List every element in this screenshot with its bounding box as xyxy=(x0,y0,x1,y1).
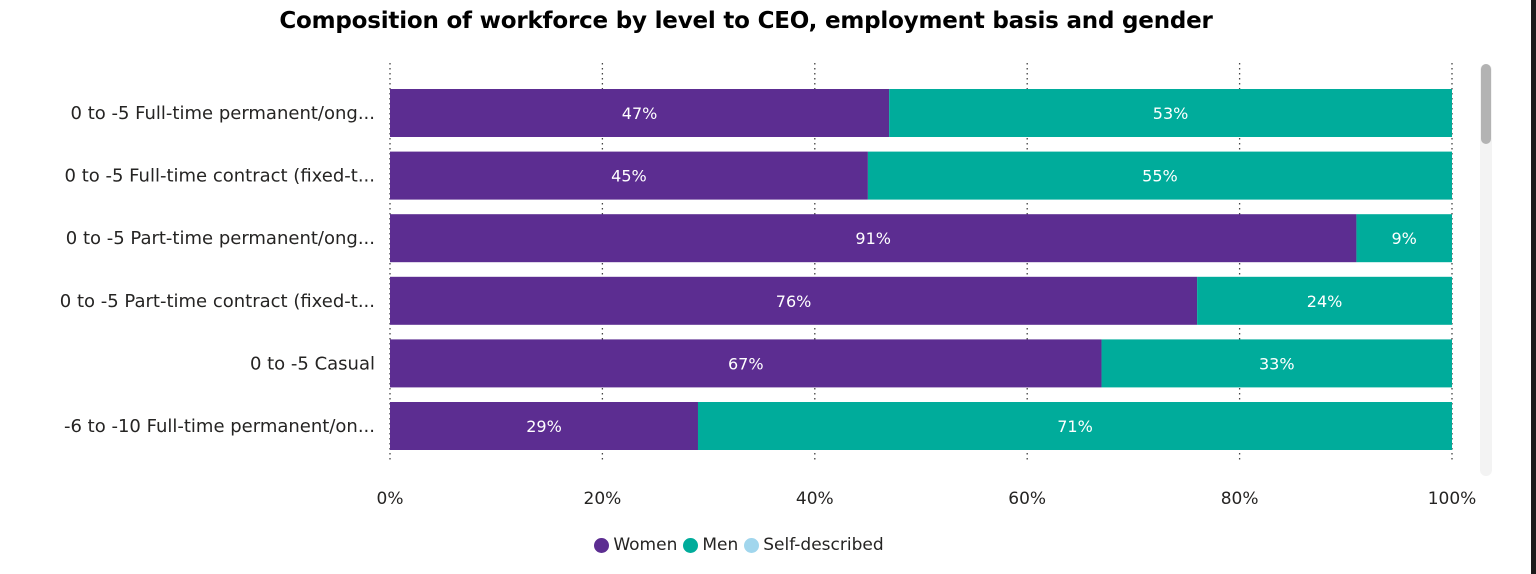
bar-men[interactable] xyxy=(1197,276,1452,325)
data-label: 67% xyxy=(728,354,764,373)
legend-swatch xyxy=(594,537,610,553)
category-label: 0 to -5 Part-time contract (fixed-t... xyxy=(60,291,375,312)
bar-women[interactable] xyxy=(390,151,868,200)
x-tick-label: 40% xyxy=(796,489,834,509)
category-label: -6 to -10 Full-time permanent/on... xyxy=(64,416,375,437)
legend-item-self-described[interactable]: Self-described xyxy=(744,535,884,555)
data-label: 91% xyxy=(855,229,891,248)
bar-women[interactable] xyxy=(390,339,1102,388)
data-label: 53% xyxy=(1153,104,1189,123)
x-axis-ticks: 0% 20% 40% 60% 80% 100% xyxy=(377,489,1477,509)
category-label: 0 to -5 Full-time permanent/ong... xyxy=(71,103,375,124)
bar-men[interactable] xyxy=(867,151,1452,200)
bar-women[interactable] xyxy=(390,402,698,450)
window-edge xyxy=(1531,0,1536,574)
data-label: 71% xyxy=(1057,417,1093,436)
data-label: 47% xyxy=(622,104,658,123)
data-label: 29% xyxy=(526,417,562,436)
data-label: 9% xyxy=(1392,229,1417,248)
x-tick-label: 20% xyxy=(584,489,622,509)
bar-men[interactable] xyxy=(1101,339,1452,388)
category-labels: 0 to -5 Full-time permanent/ong... 0 to -… xyxy=(60,103,375,437)
x-tick-label: 60% xyxy=(1008,489,1046,509)
legend-label: Women xyxy=(613,535,678,555)
legend-swatch xyxy=(744,537,760,553)
legend: Women Men Self-described xyxy=(0,535,1484,555)
bar-women[interactable] xyxy=(390,214,1357,263)
category-label: 0 to -5 Full-time contract (fixed-t... xyxy=(65,166,375,187)
vertical-scrollbar[interactable] xyxy=(1480,64,1492,476)
data-label: 33% xyxy=(1259,354,1295,373)
scrollbar-thumb[interactable] xyxy=(1481,64,1491,144)
legend-label: Men xyxy=(702,535,739,555)
bar-men[interactable] xyxy=(1356,214,1452,263)
legend-label: Self-described xyxy=(763,535,884,555)
data-label: 76% xyxy=(776,292,812,311)
data-label: 45% xyxy=(611,167,647,186)
chart-title: Composition of workforce by level to CEO… xyxy=(279,8,1213,34)
legend-item-women[interactable]: Women xyxy=(594,535,677,555)
data-label: 55% xyxy=(1142,167,1178,186)
x-tick-label: 80% xyxy=(1221,489,1259,509)
category-label: 0 to -5 Part-time permanent/ong... xyxy=(66,228,375,249)
bar-women[interactable] xyxy=(390,276,1198,325)
category-label: 0 to -5 Casual xyxy=(250,353,375,374)
bar-men[interactable] xyxy=(889,89,1452,137)
bars: 47% 53% 45% 55% 91% 9% 76% 24% 67% 33% 29% 71% xyxy=(390,89,1452,450)
x-tick-label: 100% xyxy=(1428,489,1477,509)
legend-swatch xyxy=(683,537,699,553)
x-tick-label: 0% xyxy=(377,489,404,509)
legend-item-men[interactable]: Men xyxy=(683,535,738,555)
data-label: 24% xyxy=(1307,292,1343,311)
bar-women[interactable] xyxy=(390,89,890,137)
bar-men[interactable] xyxy=(697,402,1452,450)
